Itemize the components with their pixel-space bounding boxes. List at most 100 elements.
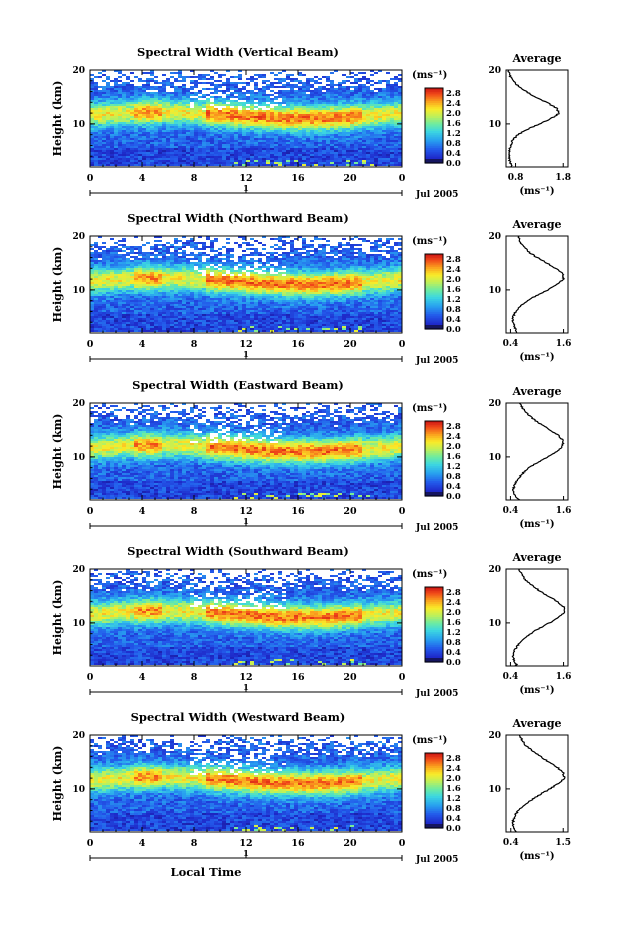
x-tick-label: 20 bbox=[343, 506, 357, 517]
profile-x-label: (ms⁻¹) bbox=[519, 851, 554, 862]
colorbar-tick-label: 2.4 bbox=[446, 265, 461, 275]
colorbar bbox=[424, 586, 444, 663]
date-index: 1 bbox=[243, 184, 249, 194]
x-tick-label: 16 bbox=[291, 173, 305, 184]
x-tick-label: 20 bbox=[343, 672, 357, 683]
colorbar-tick-label: 0.8 bbox=[446, 305, 461, 315]
x-tick-label: 8 bbox=[191, 838, 198, 849]
x-tick-label: 16 bbox=[291, 838, 305, 849]
colorbar-tick-label: 0.0 bbox=[446, 824, 461, 834]
profile-title: Average bbox=[511, 52, 561, 65]
profile-title: Average bbox=[511, 551, 561, 564]
date-index: 1 bbox=[243, 849, 249, 859]
colorbar-tick-label: 0.8 bbox=[446, 804, 461, 814]
colorbar-tick-label: 0.8 bbox=[446, 472, 461, 482]
x-tick-label: 4 bbox=[139, 339, 146, 350]
panel-title: Spectral Width (Westward Beam) bbox=[131, 710, 346, 724]
x-tick-label: 4 bbox=[139, 173, 146, 184]
date-index: 1 bbox=[243, 683, 249, 693]
x-tick-label: 20 bbox=[343, 838, 357, 849]
date-label: Jul 2005 bbox=[415, 356, 458, 366]
profile-x-tick-label: 0.4 bbox=[503, 506, 519, 516]
colorbar-tick-label: 1.2 bbox=[446, 295, 461, 305]
colorbar-unit: (ms⁻¹) bbox=[412, 403, 447, 414]
colorbar-tick-label: 0.4 bbox=[446, 814, 461, 824]
profile-title: Average bbox=[511, 218, 561, 231]
y-axis-label: Height (km) bbox=[51, 247, 64, 323]
profile-x-label: (ms⁻¹) bbox=[519, 685, 554, 696]
x-tick-label: 0 bbox=[399, 506, 406, 517]
colorbar bbox=[424, 420, 444, 497]
y-tick-label: 20 bbox=[72, 731, 85, 741]
colorbar-tick-label: 2.0 bbox=[446, 442, 461, 452]
colorbar-tick-label: 0.8 bbox=[446, 638, 461, 648]
heatmap bbox=[90, 70, 402, 166]
colorbar-unit: (ms⁻¹) bbox=[412, 70, 447, 81]
panel-title: Spectral Width (Northward Beam) bbox=[127, 211, 349, 225]
heatmap bbox=[90, 569, 402, 665]
colorbar-tick-label: 2.0 bbox=[446, 774, 461, 784]
x-tick-label: 0 bbox=[87, 672, 94, 683]
profile-frame bbox=[505, 568, 569, 667]
x-tick-label: 8 bbox=[191, 672, 198, 683]
profile-line bbox=[511, 235, 566, 334]
x-tick-label: 12 bbox=[239, 838, 252, 849]
profile-y-tick-label: 10 bbox=[488, 619, 501, 629]
profile-x-tick-label: 1.8 bbox=[555, 173, 571, 183]
colorbar bbox=[424, 87, 444, 164]
colorbar-tick-label: 0.4 bbox=[446, 482, 461, 492]
panel-3: Spectral Width (Eastward Beam) 0 4 8 12 16 20 0… bbox=[51, 378, 571, 533]
profile-frame bbox=[505, 734, 569, 833]
colorbar-tick-label: 2.8 bbox=[446, 422, 461, 432]
colorbar-tick-label: 2.0 bbox=[446, 608, 461, 618]
profile-y-tick-label: 20 bbox=[488, 399, 501, 409]
colorbar-tick-label: 0.0 bbox=[446, 325, 461, 335]
y-tick-label: 10 bbox=[72, 453, 85, 463]
y-axis-label: Height (km) bbox=[51, 414, 64, 490]
x-tick-label: 12 bbox=[239, 173, 252, 184]
profile-line bbox=[507, 69, 560, 168]
profile-x-tick-label: 0.8 bbox=[508, 173, 524, 183]
profile-frame bbox=[505, 402, 569, 501]
profile-x-label: (ms⁻¹) bbox=[519, 519, 554, 530]
date-label: Jul 2005 bbox=[415, 190, 458, 200]
y-axis-label: Height (km) bbox=[51, 580, 64, 656]
panel-4: Spectral Width (Southward Beam) 0 4 8 12 16 20… bbox=[51, 544, 571, 699]
profile-title: Average bbox=[511, 717, 561, 730]
profile-line bbox=[511, 735, 566, 833]
colorbar-frame bbox=[424, 87, 444, 164]
x-tick-label: 0 bbox=[87, 339, 94, 350]
heatmap bbox=[90, 735, 402, 831]
panel-title: Spectral Width (Southward Beam) bbox=[127, 544, 349, 558]
panel-2: Spectral Width (Northward Beam) 0 4 8 12 16 20… bbox=[51, 211, 571, 366]
colorbar-tick-label: 1.6 bbox=[446, 784, 461, 794]
profile-y-tick-label: 10 bbox=[488, 785, 501, 795]
y-tick-label: 20 bbox=[72, 399, 85, 409]
colorbar-frame bbox=[424, 752, 444, 829]
profile-y-tick-label: 10 bbox=[488, 120, 501, 130]
colorbar-unit: (ms⁻¹) bbox=[412, 569, 447, 580]
colorbar-tick-label: 0.8 bbox=[446, 139, 461, 149]
colorbar-tick-label: 2.8 bbox=[446, 754, 461, 764]
profile-y-tick-label: 20 bbox=[488, 66, 501, 76]
colorbar-tick-label: 2.4 bbox=[446, 432, 461, 442]
x-tick-label: 4 bbox=[139, 506, 146, 517]
profile-x-tick-label: 0.4 bbox=[503, 339, 519, 349]
colorbar-tick-label: 1.2 bbox=[446, 794, 461, 804]
colorbar-tick-label: 2.8 bbox=[446, 89, 461, 99]
profile-x-tick-label: 1.5 bbox=[555, 838, 571, 848]
x-tick-label: 4 bbox=[139, 838, 146, 849]
profile-x-tick-label: 0.4 bbox=[503, 838, 519, 848]
date-label: Jul 2005 bbox=[415, 689, 458, 699]
y-axis-label: Height (km) bbox=[51, 746, 64, 822]
y-tick-label: 20 bbox=[72, 66, 85, 76]
profile-x-label: (ms⁻¹) bbox=[519, 186, 554, 197]
profile-line bbox=[511, 568, 566, 667]
x-tick-label: 12 bbox=[239, 339, 252, 350]
profile-y-tick-label: 20 bbox=[488, 565, 501, 575]
colorbar-tick-label: 2.4 bbox=[446, 764, 461, 774]
colorbar-tick-label: 1.6 bbox=[446, 285, 461, 295]
x-tick-label: 0 bbox=[87, 506, 94, 517]
profile-title: Average bbox=[511, 385, 561, 398]
heatmap bbox=[90, 236, 402, 332]
